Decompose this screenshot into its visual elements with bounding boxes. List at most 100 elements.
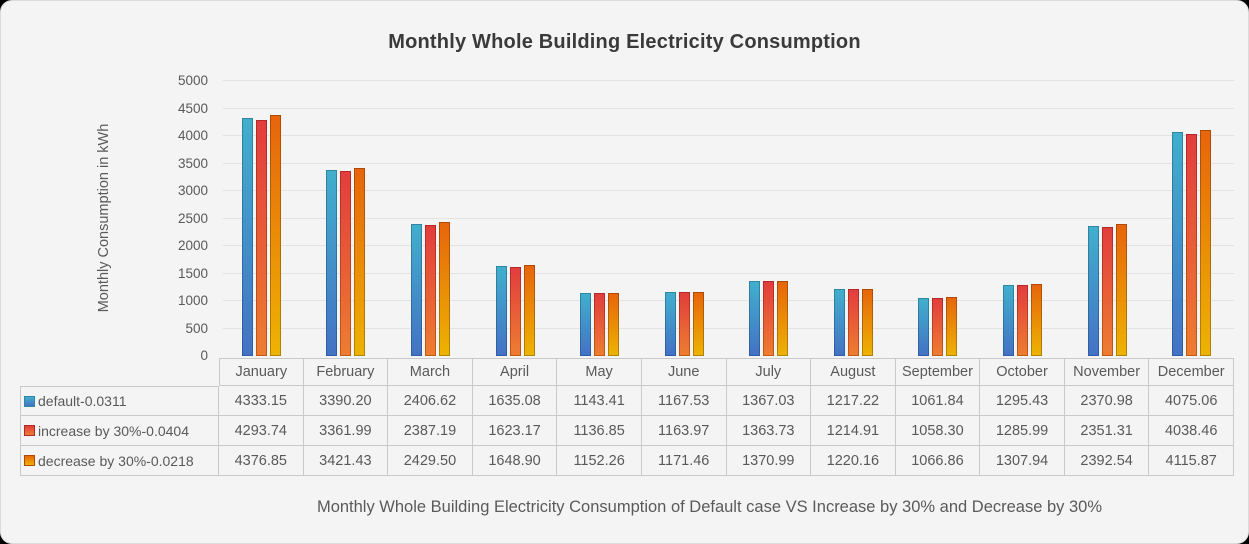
bar-february-default	[326, 169, 338, 356]
bar-fill	[947, 298, 957, 355]
value-decrease-30-november: 2392.54	[1064, 446, 1150, 476]
bar-april-default	[495, 266, 507, 356]
bar-july-increase-30	[763, 281, 775, 356]
bar-fill	[609, 293, 619, 355]
value-decrease-30-april: 1648.90	[472, 446, 558, 476]
y-axis-tick-label: 500	[185, 320, 208, 336]
bar-fill	[439, 223, 449, 355]
bar-january-default	[241, 117, 253, 356]
bar-fill	[693, 292, 703, 355]
series-name: decrease by 30%-0.0218	[38, 452, 194, 469]
bar-fill	[764, 282, 774, 355]
bar-february-increase-30	[340, 171, 352, 356]
bar-fill	[1187, 134, 1197, 355]
bar-fill	[862, 289, 872, 355]
bar-fill	[933, 298, 943, 355]
value-default-april: 1635.08	[472, 386, 558, 416]
gridline	[223, 245, 1234, 246]
value-default-february: 3390.20	[303, 386, 389, 416]
bar-fill	[1102, 227, 1112, 355]
value-default-september: 1061.84	[895, 386, 981, 416]
month-header-march: March	[388, 358, 473, 386]
legend-swatch-decrease-30	[24, 455, 35, 466]
legend-swatch-default	[24, 395, 35, 407]
bar-november-default	[1087, 225, 1099, 356]
month-header-july: July	[726, 358, 812, 386]
gridline	[223, 327, 1234, 329]
bar-august-decrease-30	[861, 288, 873, 356]
y-axis-tick-label: 2500	[177, 210, 208, 226]
chart-caption: Monthly Whole Building Electricity Consu…	[316, 498, 1103, 516]
bar-september-default	[918, 297, 930, 356]
gridline	[223, 217, 1234, 219]
bar-may-default	[580, 293, 592, 356]
value-increase-30-november: 2351.31	[1064, 416, 1150, 446]
y-axis-tick-label: 3500	[177, 155, 208, 171]
bar-june-decrease-30	[692, 291, 704, 356]
y-axis-tick-label: 1000	[177, 293, 208, 308]
bar-fill	[778, 281, 788, 355]
value-decrease-30-august: 1220.16	[811, 446, 896, 476]
bar-fill	[679, 292, 689, 355]
value-default-october: 1295.43	[980, 386, 1065, 416]
month-header-june: June	[641, 358, 727, 386]
value-decrease-30-march: 2429.50	[388, 446, 473, 476]
bar-august-default	[833, 289, 845, 356]
value-default-june: 1167.53	[641, 386, 727, 416]
bar-fill	[242, 118, 252, 355]
bar-fill	[1032, 285, 1042, 355]
value-decrease-30-october: 1307.94	[980, 446, 1065, 476]
bar-april-increase-30	[509, 266, 521, 356]
bar-december-default	[1172, 131, 1184, 356]
y-axis-tick-label: 2000	[177, 238, 208, 253]
month-header-december: December	[1149, 358, 1234, 386]
month-header-october: October	[980, 358, 1065, 386]
gridline	[223, 190, 1234, 191]
value-decrease-30-june: 1171.46	[641, 446, 727, 476]
bar-march-default	[410, 223, 422, 356]
bar-july-default	[749, 280, 761, 356]
bar-fill	[1173, 132, 1183, 355]
bar-fill	[848, 290, 858, 355]
value-default-august: 1217.22	[811, 386, 896, 416]
bar-november-increase-30	[1101, 226, 1113, 356]
value-default-november: 2370.98	[1064, 386, 1150, 416]
legend-default: default-0.0311	[20, 386, 219, 416]
bar-june-default	[664, 291, 676, 356]
bar-december-decrease-30	[1200, 129, 1212, 356]
plot-area	[219, 80, 1234, 356]
value-increase-30-july: 1363.73	[726, 416, 812, 446]
bar-fill	[1201, 130, 1211, 355]
legend-increase-30: increase by 30%-0.0404	[20, 416, 219, 446]
bar-fill	[270, 116, 280, 355]
y-axis-tick-label: 4000	[177, 128, 208, 143]
bar-november-decrease-30	[1115, 224, 1127, 356]
bar-fill	[256, 120, 266, 355]
value-increase-30-may: 1136.85	[557, 416, 642, 446]
month-header-august: August	[811, 358, 896, 386]
value-decrease-30-july: 1370.99	[726, 446, 812, 476]
value-default-may: 1143.41	[557, 386, 642, 416]
bar-fill	[595, 294, 605, 355]
month-header-may: May	[557, 358, 642, 386]
y-axis-tick-label: 3000	[177, 183, 208, 198]
bar-fill	[750, 281, 760, 355]
bar-august-increase-30	[847, 289, 859, 356]
bar-fill	[327, 170, 337, 355]
legend-decrease-30: decrease by 30%-0.0218	[20, 446, 219, 476]
y-axis-tick-label: 1500	[177, 265, 208, 281]
series-name: increase by 30%-0.0404	[38, 422, 189, 439]
bar-september-increase-30	[932, 297, 944, 356]
month-header-september: September	[895, 358, 981, 386]
y-axis-tick-label: 5000	[177, 73, 208, 88]
value-decrease-30-december: 4115.87	[1149, 446, 1234, 476]
bar-march-decrease-30	[438, 222, 450, 356]
bar-fill	[524, 266, 534, 355]
bar-fill	[355, 168, 365, 355]
bar-may-increase-30	[594, 293, 606, 356]
month-header-february: February	[303, 358, 389, 386]
gridline	[223, 135, 1234, 136]
bar-april-decrease-30	[523, 265, 535, 356]
bar-fill	[510, 267, 520, 355]
